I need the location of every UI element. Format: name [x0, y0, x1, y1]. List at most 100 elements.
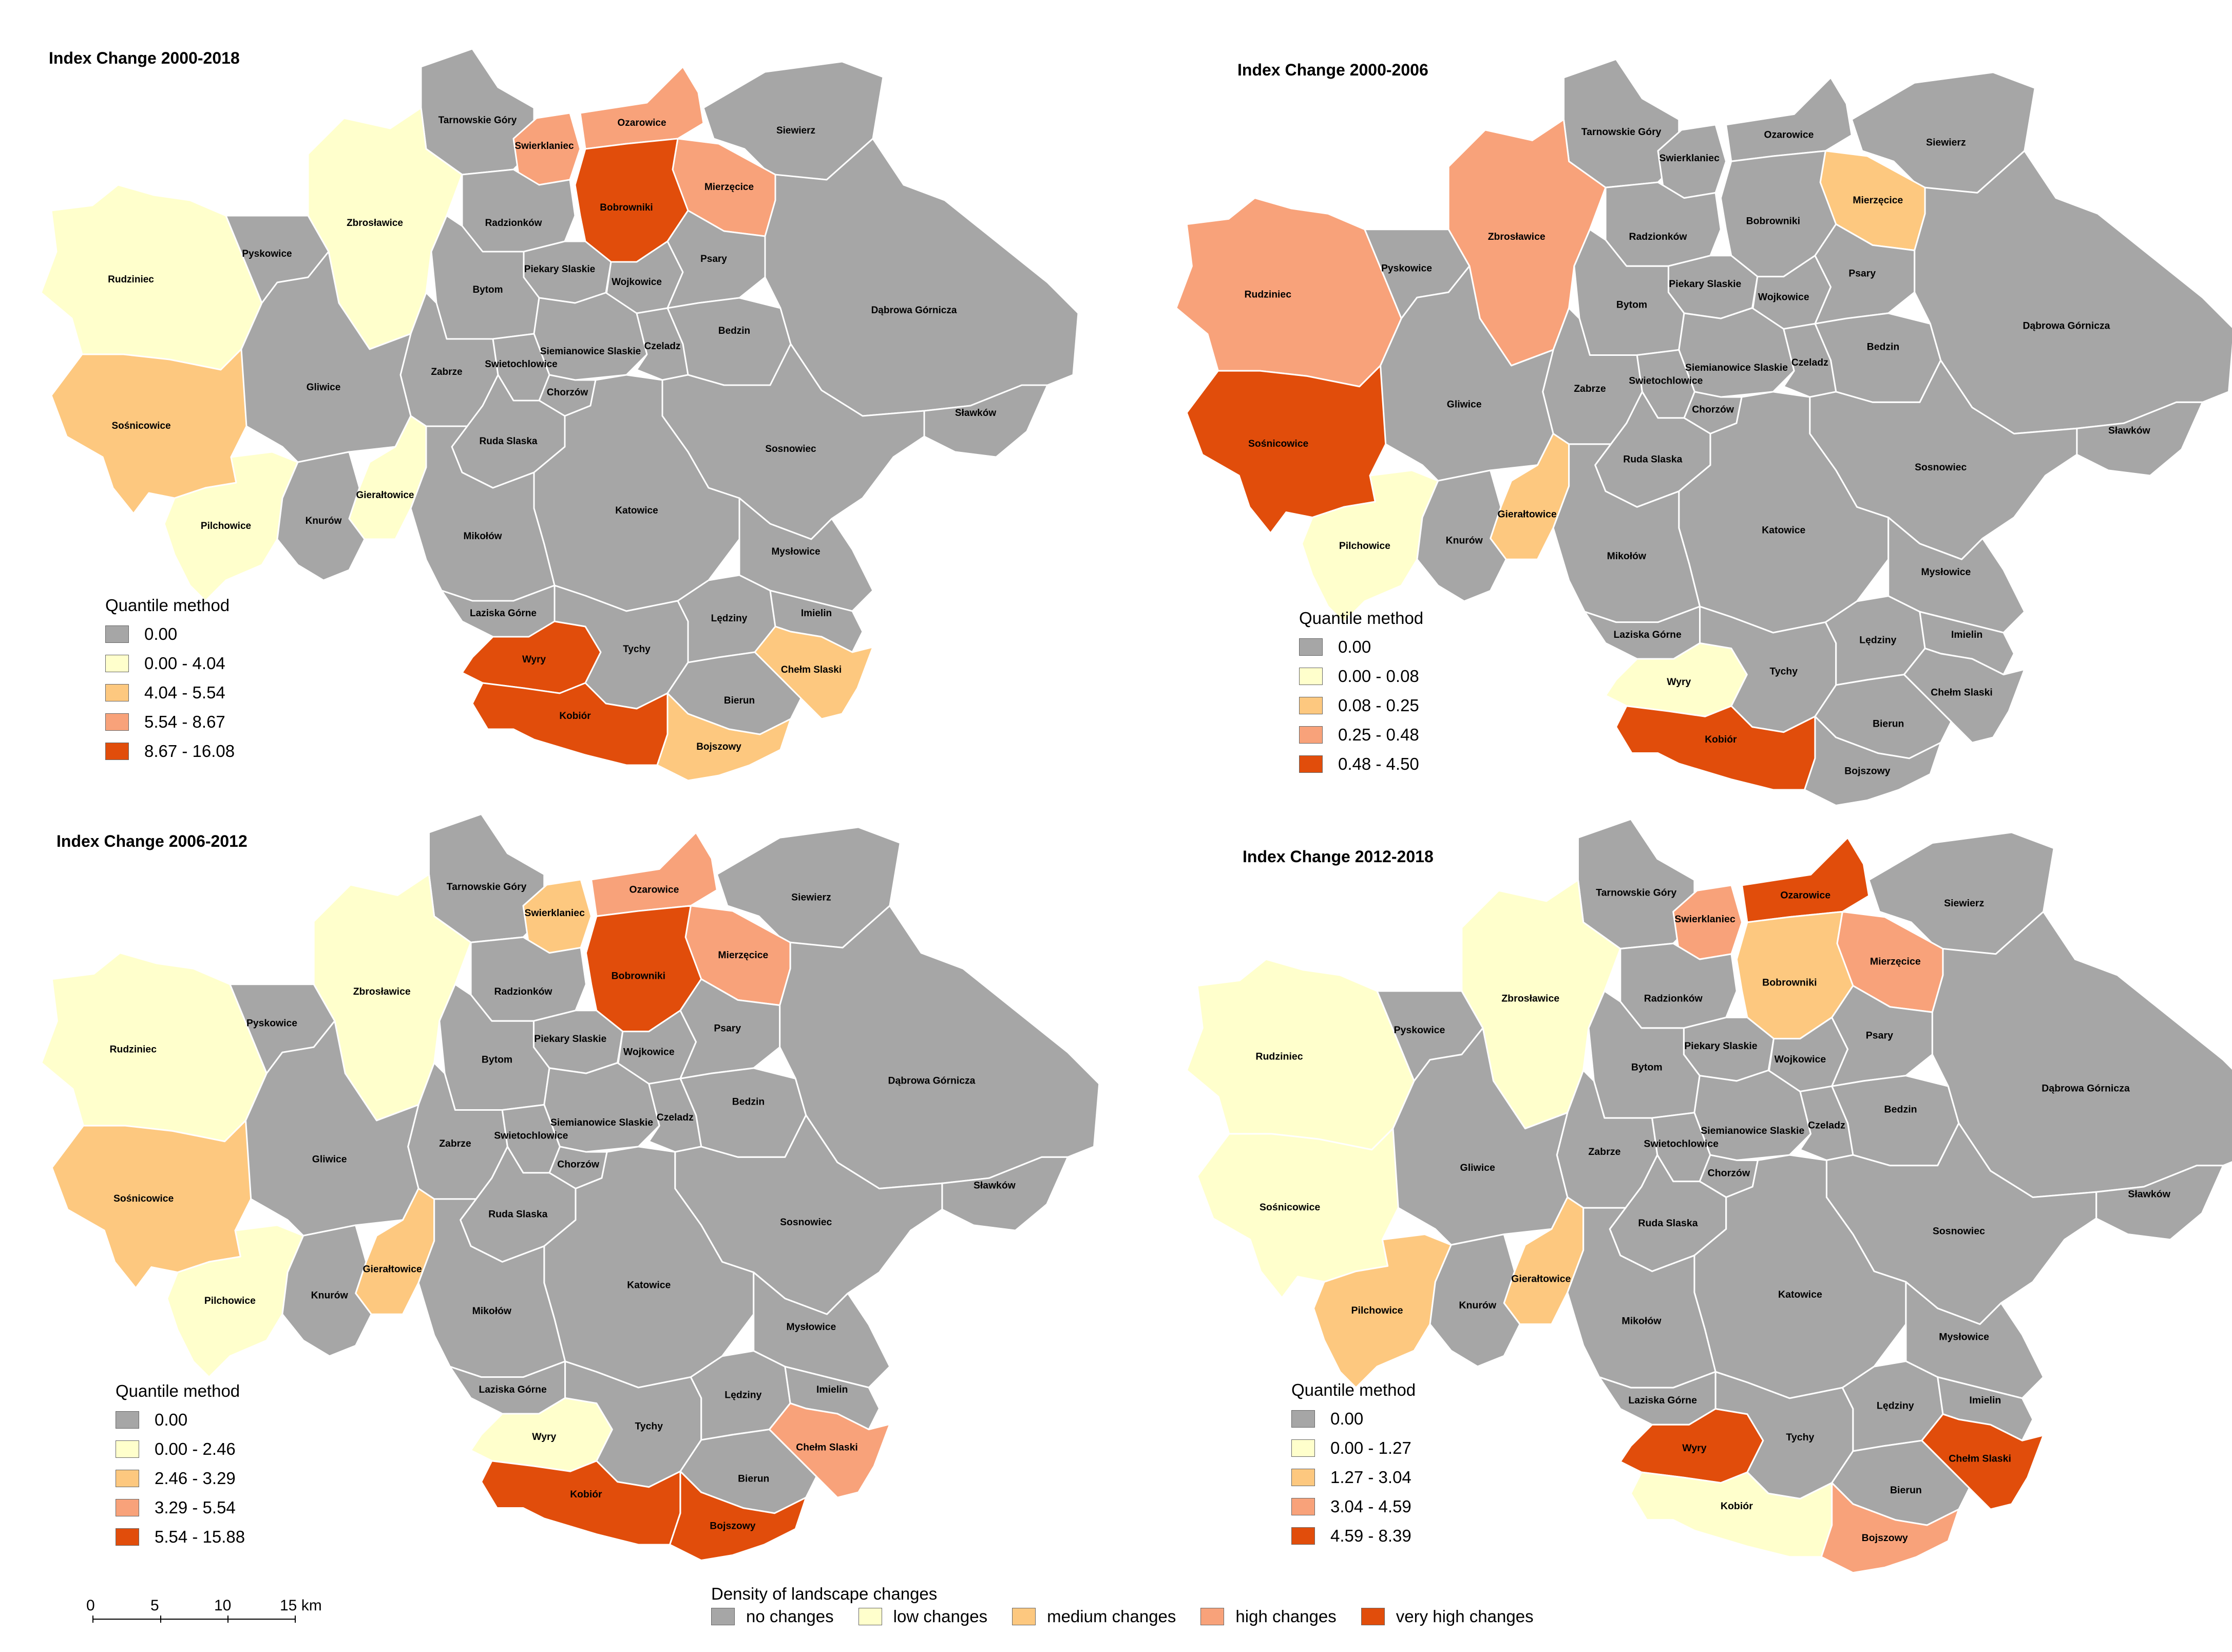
- legend-swatch: [105, 625, 129, 643]
- municipality-label: Gliwice: [307, 382, 341, 393]
- municipality-label: Chorzów: [547, 387, 588, 398]
- legend-label: 5.54 - 15.88: [155, 1527, 245, 1546]
- municipality-label: Mierzęcice: [1853, 195, 1903, 206]
- municipality-region: [656, 692, 792, 782]
- density-swatch: [858, 1608, 882, 1625]
- density-legend-title: Density of landscape changes: [711, 1584, 938, 1603]
- municipality-region: [1416, 469, 1507, 602]
- municipality-label: Swierklaniec: [1659, 153, 1720, 164]
- legend-label: 0.00 - 1.27: [1330, 1438, 1411, 1457]
- scale-label: 15 km: [280, 1597, 322, 1614]
- municipality-label: Bojszowy: [1844, 765, 1891, 776]
- municipality-label: Gierałtowice: [1511, 1273, 1571, 1284]
- municipality-label: Swietochlowice: [1629, 375, 1703, 387]
- municipality-label: Swierklaniec: [525, 907, 585, 919]
- legend-swatch: [105, 654, 129, 672]
- municipality-label: Chełm Slaski: [781, 664, 842, 675]
- municipality-label: Chełm Slaski: [1949, 1453, 2011, 1464]
- municipality-region: [1831, 985, 1933, 1087]
- municipality-label: Wyry: [1682, 1442, 1707, 1454]
- municipality-label: Knurów: [311, 1290, 349, 1301]
- municipality-label: Piekary Slaskie: [1684, 1040, 1758, 1052]
- municipality-label: Sławków: [974, 1180, 1016, 1191]
- municipality-label: Sośnicowice: [111, 421, 170, 431]
- legend-item: 0.00: [105, 619, 235, 649]
- legend-title: Quantile method: [1291, 1380, 1416, 1399]
- municipality-label: Bierun: [738, 1473, 769, 1485]
- legend-swatch: [1299, 696, 1323, 714]
- legend-item: 4.04 - 5.54: [105, 678, 235, 707]
- legend-swatch: [1299, 726, 1323, 744]
- density-swatch: [1012, 1608, 1036, 1625]
- municipality-label: Sośnicowice: [1260, 1202, 1321, 1213]
- municipality-label: Chełm Slaski: [1931, 687, 1993, 698]
- density-label: no changes: [746, 1607, 834, 1626]
- legend-item: 2.46 - 3.29: [116, 1464, 245, 1493]
- municipality-label: Knurów: [306, 516, 342, 526]
- municipality-label: Ruda Slaska: [1623, 454, 1682, 465]
- legend-swatch: [1299, 638, 1323, 656]
- municipality-region: [2095, 1165, 2224, 1241]
- municipality-region: [579, 66, 704, 150]
- municipality-label: Chełm Slaski: [796, 1441, 858, 1453]
- municipality-label: Czeladz: [644, 341, 681, 352]
- municipality-label: Pilchowice: [201, 521, 251, 531]
- legend-item: 0.00 - 0.08: [1299, 661, 1423, 691]
- municipality-label: Laziska Górne: [1628, 1395, 1697, 1406]
- municipality-label: Radzionków: [1644, 993, 1703, 1004]
- legend-label: 0.00 - 2.46: [155, 1439, 236, 1458]
- municipality-label: Zbrosławice: [347, 218, 403, 229]
- municipality-region: [410, 425, 556, 602]
- legend-item: 0.00: [116, 1405, 245, 1434]
- municipality-label: Laziska Górne: [1613, 629, 1682, 640]
- municipality-label: Bierun: [1873, 718, 1904, 730]
- density-legend: Density of landscape changes no changes l…: [711, 1584, 1558, 1626]
- municipality-label: Ozarowice: [1764, 129, 1814, 140]
- municipality-label: Tarnowskie Góry: [1596, 887, 1676, 898]
- legend-label: 0.00: [144, 624, 178, 643]
- legend-item: 4.59 - 8.39: [1291, 1521, 1416, 1550]
- legend-item: 0.00 - 4.04: [105, 649, 235, 678]
- municipality-label: Siewierz: [776, 125, 815, 136]
- municipality-label: Mysłowice: [1939, 1332, 1989, 1343]
- municipality-label: Imielin: [801, 608, 832, 619]
- municipality-label: Tychy: [1786, 1432, 1814, 1443]
- choropleth-map: Tarnowskie Góry Swierklaniec Ozarowice Siew…: [1186, 818, 2232, 1574]
- municipality-label: Katowice: [1778, 1289, 1822, 1300]
- quantile-legend: Quantile method 0.00 0.00 - 0.08 0.08 - 0.2…: [1299, 609, 1423, 778]
- legend-label: 0.25 - 0.48: [1338, 725, 1419, 744]
- municipality-label: Mierzęcice: [704, 182, 754, 193]
- municipality-label: Siewierz: [1944, 898, 1984, 909]
- legend-item: 8.67 - 16.08: [105, 736, 235, 766]
- municipality-label: Pilchowice: [1339, 540, 1390, 552]
- legend-item: 3.04 - 4.59: [1291, 1492, 1416, 1521]
- municipality-label: Zabrze: [1588, 1146, 1620, 1157]
- municipality-label: Swietochlowice: [485, 359, 557, 370]
- municipality-label: Mikołów: [1607, 550, 1647, 562]
- municipality-label: Bobrowniki: [600, 202, 653, 213]
- municipality-region: [1605, 181, 1722, 267]
- municipality-label: Sławków: [2128, 1189, 2170, 1200]
- municipality-label: Bytom: [472, 284, 503, 295]
- municipality-label: Lędziny: [1877, 1400, 1914, 1411]
- municipality-label: Pilchowice: [204, 1295, 256, 1306]
- map-title: Index Change 2012-2018: [1243, 847, 1434, 866]
- municipality-label: Bytom: [1616, 299, 1647, 311]
- legend-swatch: [1291, 1527, 1315, 1545]
- municipality-label: Radzionków: [1629, 231, 1688, 242]
- quantile-legend: Quantile method 0.00 0.00 - 2.46 2.46 - 3.2…: [116, 1381, 245, 1551]
- legend-label: 1.27 - 3.04: [1330, 1467, 1411, 1487]
- municipality-label: Psary: [700, 254, 727, 264]
- municipality-label: Sosnowiec: [765, 444, 816, 454]
- municipality-label: Piekary Slaskie: [1669, 278, 1741, 290]
- density-label: medium changes: [1047, 1607, 1176, 1626]
- municipality-label: Kobiór: [570, 1489, 602, 1500]
- legend-label: 0.00 - 0.08: [1338, 666, 1419, 686]
- municipality-region: [1820, 1482, 1960, 1574]
- municipality-label: Bytom: [1631, 1061, 1663, 1073]
- municipality-label: Siewierz: [1926, 137, 1966, 148]
- municipality-label: Tychy: [1770, 666, 1798, 677]
- municipality-label: Bierun: [1890, 1485, 1922, 1496]
- municipality-region: [1814, 223, 1916, 325]
- municipality-label: Sławków: [2108, 425, 2151, 436]
